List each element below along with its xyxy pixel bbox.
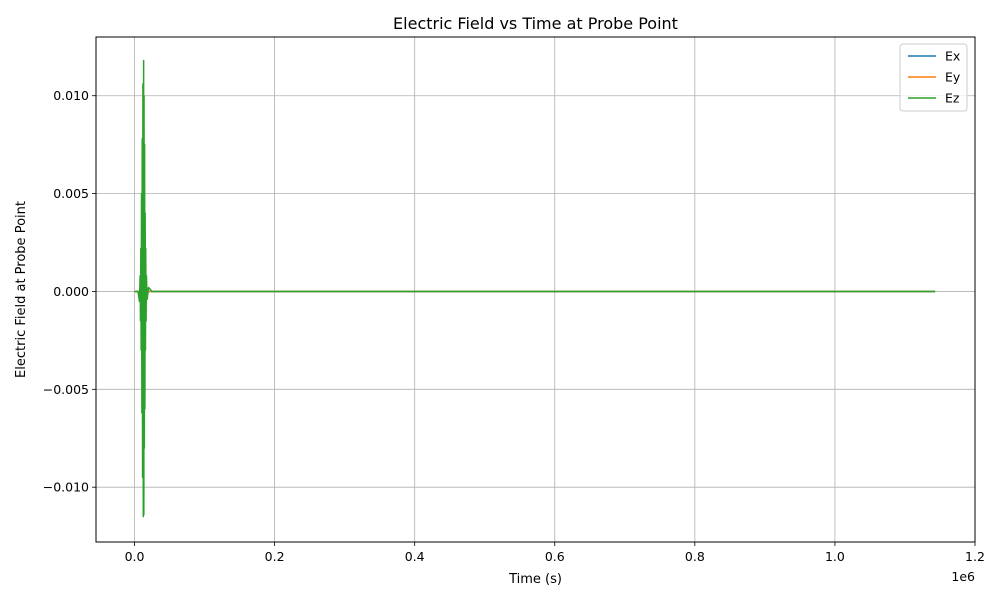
plot-frame <box>95 36 976 543</box>
ticks: 0.0 0.2 0.4 0.6 0.8 1.0 1.2 −0.010 −0.005 0.000 0.… <box>43 88 985 564</box>
legend-label-ez: Ez <box>945 91 960 106</box>
x-tick-label: 1.2 <box>965 549 985 564</box>
x-tick-label: 0.0 <box>125 549 145 564</box>
y-tick-label: 0.005 <box>53 186 89 201</box>
y-tick-label: 0.000 <box>53 284 89 299</box>
chart-title: Electric Field vs Time at Probe Point <box>393 14 678 33</box>
series-line-ez <box>134 59 936 518</box>
x-tick-label: 0.6 <box>545 549 565 564</box>
x-axis-offset-label: 1e6 <box>951 569 975 584</box>
y-tick-label: 0.010 <box>53 88 89 103</box>
legend: Ex Ey Ez <box>899 43 968 112</box>
series-layer <box>134 59 936 518</box>
x-tick-label: 1.0 <box>825 549 845 564</box>
legend-label-ey: Ey <box>945 70 961 85</box>
x-tick-label: 0.8 <box>685 549 705 564</box>
legend-label-ex: Ex <box>945 49 960 64</box>
y-tick-label: −0.005 <box>43 382 89 397</box>
x-tick-label: 0.4 <box>405 549 425 564</box>
x-tick-label: 0.2 <box>265 549 285 564</box>
y-tick-label: −0.010 <box>43 480 89 495</box>
y-axis-label: Electric Field at Probe Point <box>14 201 29 378</box>
x-axis-label: Time (s) <box>508 572 562 587</box>
